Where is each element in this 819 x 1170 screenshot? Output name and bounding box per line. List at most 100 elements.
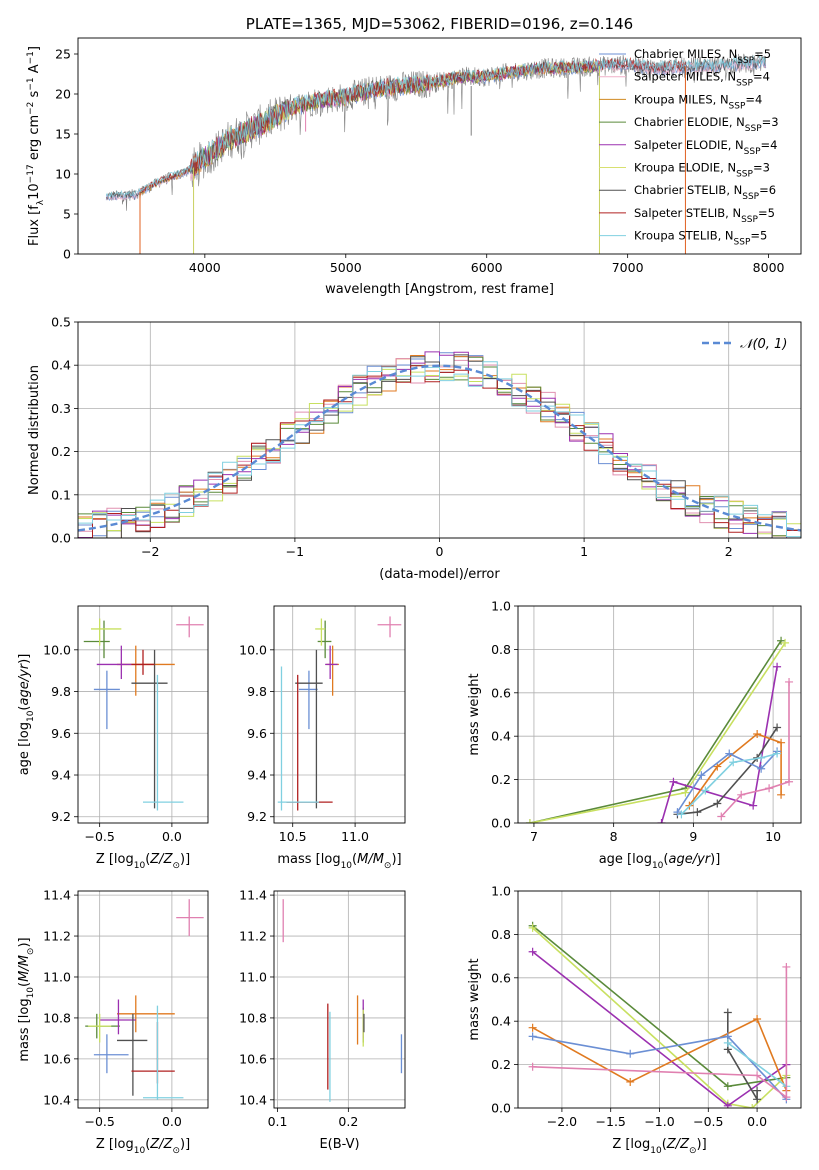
- weight-series-line: [660, 666, 778, 823]
- axes-frame: [77, 321, 802, 539]
- y-tick-label: 0.2: [491, 772, 511, 787]
- weight-marker: [697, 771, 706, 780]
- weight-marker: [701, 786, 710, 795]
- weight-marker: [657, 819, 666, 823]
- legend-entry: Chabrier MILES, NSSP=5: [634, 47, 771, 66]
- y-tick-label: 10.8: [239, 1010, 267, 1025]
- y-tick-label: 11.4: [43, 888, 71, 903]
- weight-series-line: [688, 733, 782, 807]
- normal-reference-curve: [78, 364, 801, 532]
- weight-marker: [713, 799, 722, 808]
- y-tick-label: 1.0: [491, 599, 511, 614]
- weight-marker: [773, 749, 782, 758]
- x-tick-label: 0.0: [162, 1114, 182, 1129]
- x-tick-label: 0: [436, 544, 444, 559]
- y-tick-label: 10.8: [43, 1010, 71, 1025]
- y-tick-label: 11.2: [239, 929, 267, 944]
- y-tick-label: 0.3: [51, 401, 71, 416]
- weight-marker: [693, 808, 702, 817]
- y-axis-label: Normed distribution: [27, 365, 42, 495]
- x-tick-label: 10.5: [279, 829, 307, 844]
- weight-series-line: [532, 1035, 787, 1100]
- weight-marker: [785, 777, 794, 786]
- weight-marker: [525, 819, 534, 823]
- model-spectrum-line: [105, 55, 767, 199]
- axes-mass_vs_ebv: 0.1 0.2 10.4 10.6 10.8 11.0 11.2 11.4: [239, 888, 406, 1129]
- weight-marker: [673, 808, 682, 817]
- legend-entry: Salpeter ELODIE, NSSP=4: [634, 138, 777, 157]
- y-tick-label: 0.8: [491, 642, 511, 657]
- y-tick-label: 9.6: [51, 726, 71, 741]
- x-tick-label: −1: [286, 544, 304, 559]
- x-axis-label: (data-model)/error: [379, 567, 500, 582]
- x-tick-label: 6000: [471, 260, 503, 275]
- axes-frame: [517, 605, 802, 824]
- x-tick-label: 1: [580, 544, 588, 559]
- y-tick-label: 10.4: [43, 1092, 71, 1107]
- x-tick-label: 5000: [330, 260, 362, 275]
- weight-marker: [777, 738, 786, 747]
- x-tick-label: 0.0: [747, 1114, 767, 1129]
- axes-frame: [77, 605, 209, 824]
- weight-series-line: [532, 1017, 788, 1091]
- weight-marker: [528, 947, 537, 956]
- weight-marker: [677, 810, 686, 819]
- histogram-series: [78, 365, 801, 538]
- legend-entry: Chabrier ELODIE, NSSP=3: [634, 115, 779, 134]
- y-tick-label: 11.2: [43, 929, 71, 944]
- y-tick-label: 0.8: [491, 927, 511, 942]
- weight-marker: [737, 790, 746, 799]
- plot-area: [78, 351, 801, 538]
- y-tick-label: 9.2: [51, 809, 71, 824]
- y-tick-label: 0.4: [491, 729, 511, 744]
- y-axis-label: mass weight: [467, 673, 482, 755]
- legend-entry: Kroupa ELODIE, NSSP=3: [634, 161, 770, 180]
- model-spectrum-line: [105, 55, 767, 200]
- y-tick-label: 9.8: [51, 684, 71, 699]
- plot-area: [85, 899, 204, 1100]
- y-tick-label: 11.4: [239, 888, 267, 903]
- axes-frame: [77, 37, 802, 255]
- weight-series-line: [532, 967, 788, 1099]
- legend-entry: 𝒩(0, 1): [740, 337, 787, 352]
- weight-marker: [528, 1023, 537, 1032]
- y-axis-label: Flux [fλ10−17 erg cm−2 s−1 A−1]: [26, 46, 46, 246]
- axes-weight_vs_z: −2.0 −1.5 −1.0 −0.5 0.0 0.0 0.2 0.4 0.6 0.8 1.0: [491, 884, 802, 1129]
- y-tick-label: 10: [55, 167, 71, 182]
- model-spectrum-line: [193, 60, 600, 176]
- y-tick-label: 10.0: [239, 642, 267, 657]
- y-tick-label: 0.6: [491, 970, 511, 985]
- x-tick-label: 7000: [612, 260, 644, 275]
- y-tick-label: 9.2: [247, 809, 267, 824]
- x-tick-label: 2: [725, 544, 733, 559]
- axes-spectrum: 4000 5000 6000 7000 8000 0 5 10 15 20 25 Chabrier M…: [55, 37, 802, 275]
- y-tick-label: 0.1: [51, 487, 71, 502]
- weight-series-line: [727, 1042, 787, 1087]
- x-tick-label: 0.2: [338, 1114, 358, 1129]
- weight-marker: [753, 1071, 762, 1080]
- x-tick-label: −0.5: [84, 1114, 114, 1129]
- y-tick-label: 11.0: [43, 969, 71, 984]
- y-tick-label: 0.2: [491, 1057, 511, 1072]
- x-tick-label: −1.5: [596, 1114, 626, 1129]
- y-tick-label: 15: [55, 127, 71, 142]
- y-tick-label: 5: [63, 207, 71, 222]
- x-tick-label: 4000: [189, 260, 221, 275]
- x-tick-label: −0.5: [84, 829, 114, 844]
- axes-weight_vs_age: 7 8 9 10 0.0 0.2 0.4 0.6 0.8 1.0: [491, 599, 802, 844]
- legend-entry: Chabrier STELIB, NSSP=6: [634, 183, 776, 202]
- y-tick-label: 9.4: [51, 768, 71, 783]
- axes-age_vs_mass: 10.5 11.0 9.2 9.4 9.6 9.8 10.0: [239, 605, 406, 844]
- x-axis-label: mass [log10(M/M⊙)]: [277, 852, 401, 871]
- y-tick-label: 0.5: [51, 315, 71, 330]
- weight-marker: [681, 788, 690, 797]
- axes-age_vs_z: −0.5 0.0 9.2 9.4 9.6 9.8 10.0: [43, 605, 209, 844]
- y-tick-label: 0.0: [51, 531, 71, 546]
- y-axis-label: age [log10(age/yr)]: [17, 654, 36, 776]
- legend-entry: Kroupa STELIB, NSSP=5: [634, 229, 767, 248]
- y-tick-label: 20: [55, 87, 71, 102]
- weight-marker: [626, 1077, 635, 1086]
- weight-series-line: [532, 927, 787, 1108]
- axes-mass_vs_z: −0.5 0.0 10.4 10.6 10.8 11.0 11.2 11.4: [43, 888, 209, 1129]
- weight-marker: [781, 638, 790, 647]
